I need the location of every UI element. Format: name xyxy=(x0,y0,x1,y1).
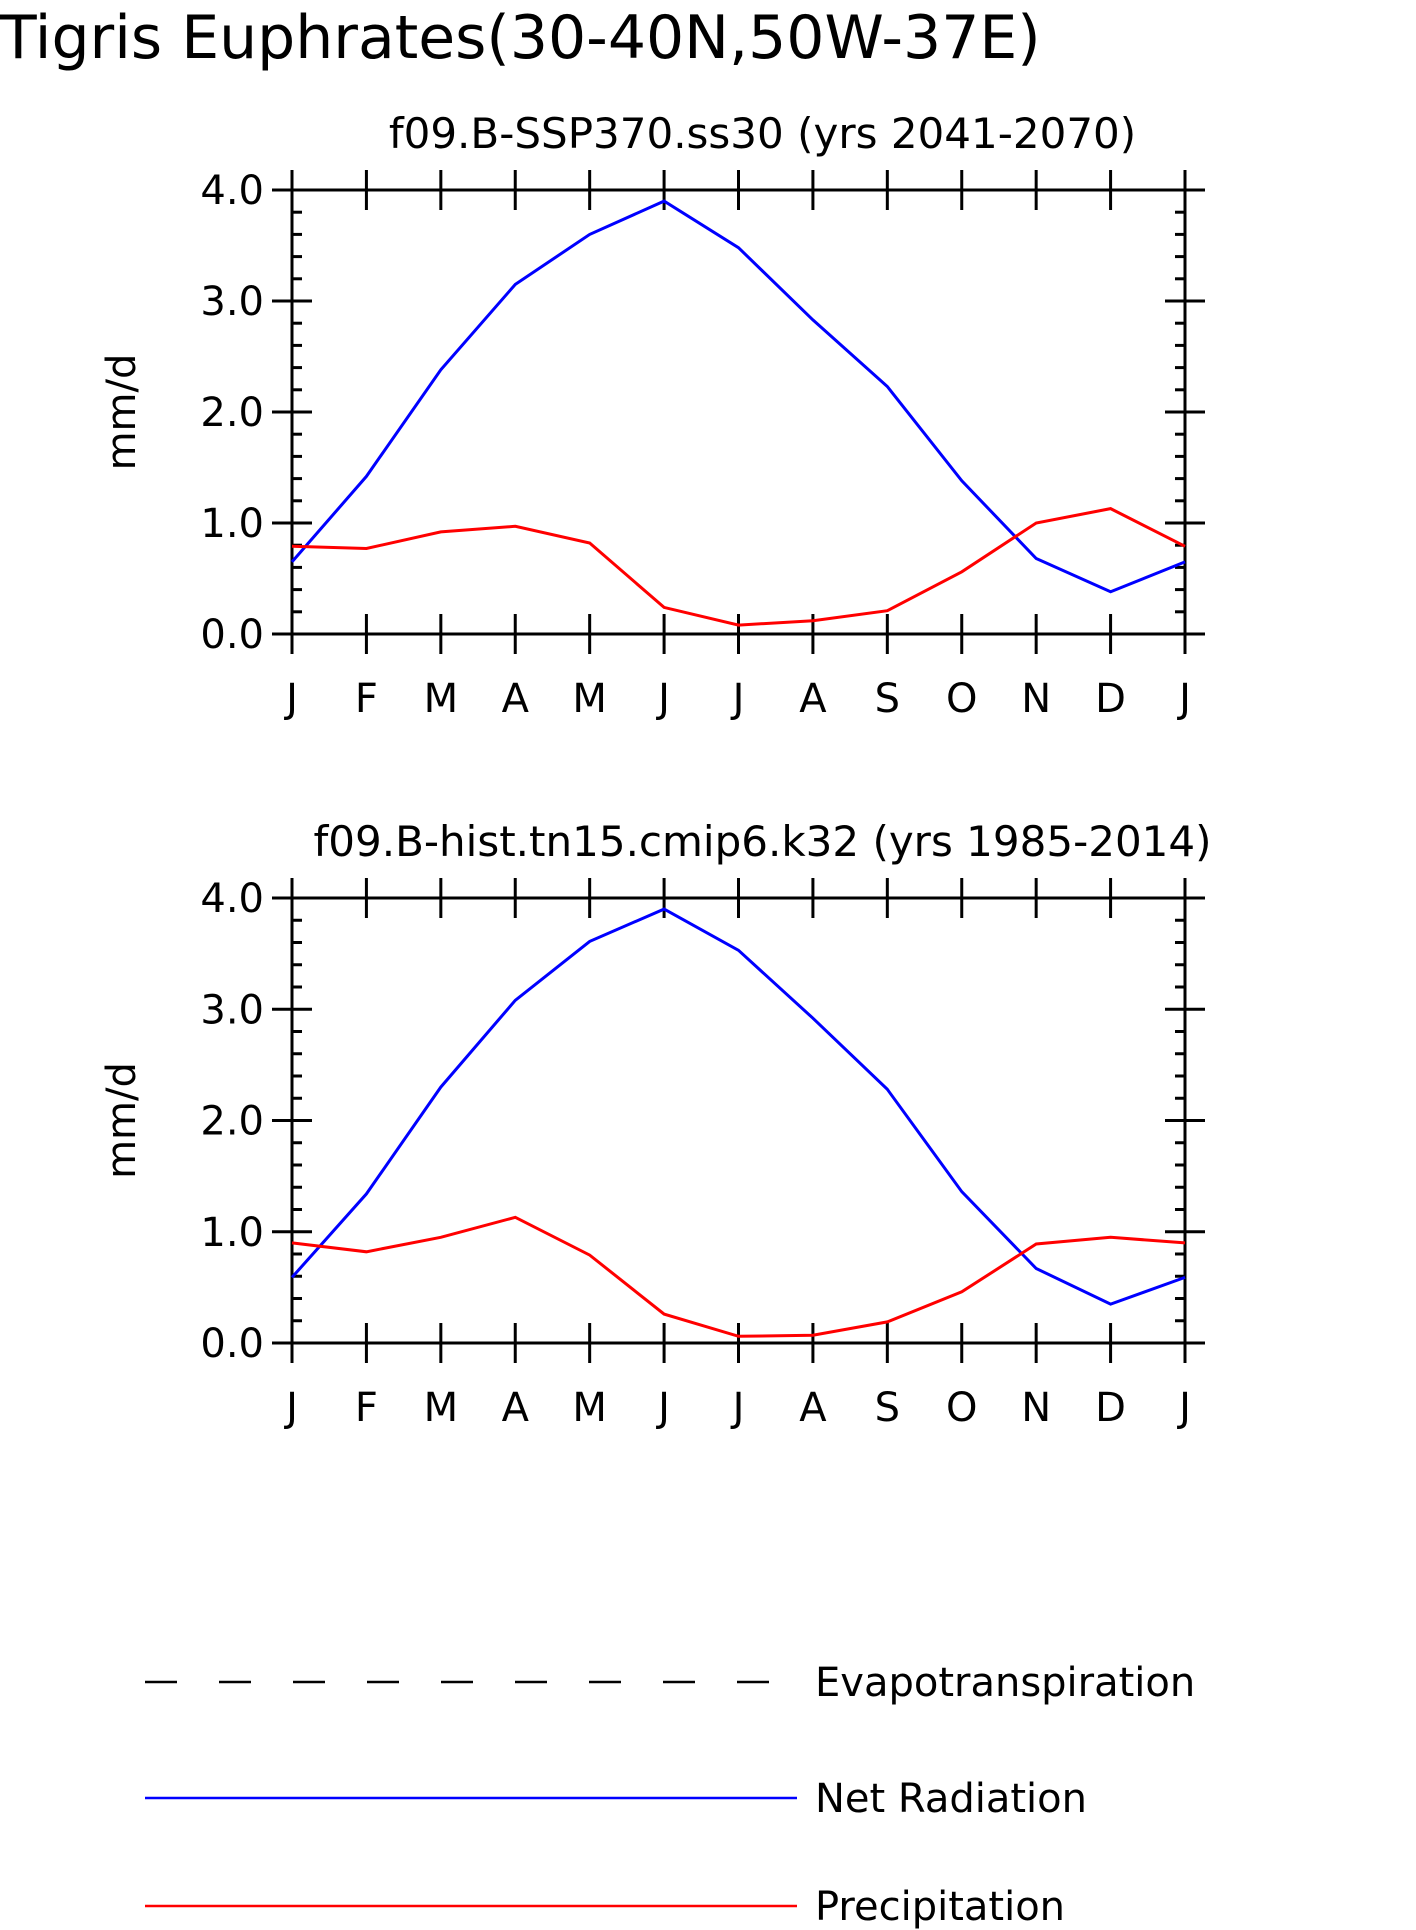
y-axis-label: mm/d xyxy=(99,354,145,471)
legend-label: Precipitation xyxy=(815,1884,1065,1930)
x-tick-label: A xyxy=(502,1385,530,1431)
y-axis-label: mm/d xyxy=(99,1062,145,1179)
x-tick-label: D xyxy=(1095,676,1126,722)
x-tick-label: M xyxy=(572,676,607,722)
x-tick-label: J xyxy=(1176,676,1191,722)
x-tick-label: O xyxy=(946,676,977,722)
y-tick-label: 4.0 xyxy=(200,168,264,214)
x-tick-label: O xyxy=(946,1385,977,1431)
panels: f09.B-SSP370.ss30 (yrs 2041-2070) 0.0 1.0 2… xyxy=(99,109,1212,1431)
series-line-precipitation xyxy=(291,507,1186,627)
x-tick-label: N xyxy=(1021,676,1051,722)
x-tick-label: N xyxy=(1021,1385,1051,1431)
x-tick-label: S xyxy=(875,676,900,722)
x-tick-label: M xyxy=(572,1385,607,1431)
chart-panel-1: f09.B-SSP370.ss30 (yrs 2041-2070) 0.0 1.0 2… xyxy=(99,109,1205,722)
x-tick-label: A xyxy=(502,676,530,722)
y-tick-label: 0.0 xyxy=(200,612,264,658)
legend-item-precipitation: Precipitation xyxy=(145,1884,1065,1930)
x-tick-label: F xyxy=(355,676,378,722)
series-line-net-radiation xyxy=(290,199,1186,594)
y-tick-label: 2.0 xyxy=(200,1099,264,1145)
y-tick-label: 3.0 xyxy=(200,987,264,1033)
y-tick-label: 1.0 xyxy=(200,1210,264,1256)
x-tick-label: M xyxy=(424,1385,459,1431)
series-line-net-radiation xyxy=(290,907,1186,1306)
x-tick-label: M xyxy=(424,676,459,722)
x-tick-label: J xyxy=(655,676,670,722)
y-tick-label: 0.0 xyxy=(200,1321,264,1367)
x-tick-label: J xyxy=(1176,1385,1191,1431)
y-tick-label: 2.0 xyxy=(200,390,264,436)
legend: Evapotranspiration Net Radiation Precipita… xyxy=(145,1660,1195,1930)
series-line-precipitation xyxy=(291,1215,1186,1338)
y-tick-label: 4.0 xyxy=(200,876,264,922)
x-tick-label: D xyxy=(1095,1385,1126,1431)
x-tick-label: J xyxy=(283,676,298,722)
x-tick-label: S xyxy=(875,1385,900,1431)
x-tick-label: F xyxy=(355,1385,378,1431)
chart-panel-2: f09.B-hist.tn15.cmip6.k32 (yrs 1985-2014… xyxy=(99,817,1212,1431)
x-tick-label: A xyxy=(799,676,827,722)
x-tick-label: J xyxy=(655,1385,670,1431)
y-tick-label: 1.0 xyxy=(200,501,264,547)
legend-label: Evapotranspiration xyxy=(815,1660,1195,1706)
figure-title: Tigris Euphrates(30-40N,50W-37E) xyxy=(0,3,1041,73)
y-tick-label: 3.0 xyxy=(200,279,264,325)
legend-label: Net Radiation xyxy=(815,1776,1087,1822)
panel-title: f09.B-SSP370.ss30 (yrs 2041-2070) xyxy=(389,109,1136,158)
x-tick-label: A xyxy=(799,1385,827,1431)
x-tick-label: J xyxy=(730,1385,745,1431)
panel-title: f09.B-hist.tn15.cmip6.k32 (yrs 1985-2014… xyxy=(314,817,1212,866)
plot-frame xyxy=(290,188,1187,636)
legend-item-evapotranspiration: Evapotranspiration xyxy=(145,1660,1195,1706)
x-tick-label: J xyxy=(730,676,745,722)
legend-item-net-radiation: Net Radiation xyxy=(145,1776,1087,1822)
x-tick-label: J xyxy=(283,1385,298,1431)
